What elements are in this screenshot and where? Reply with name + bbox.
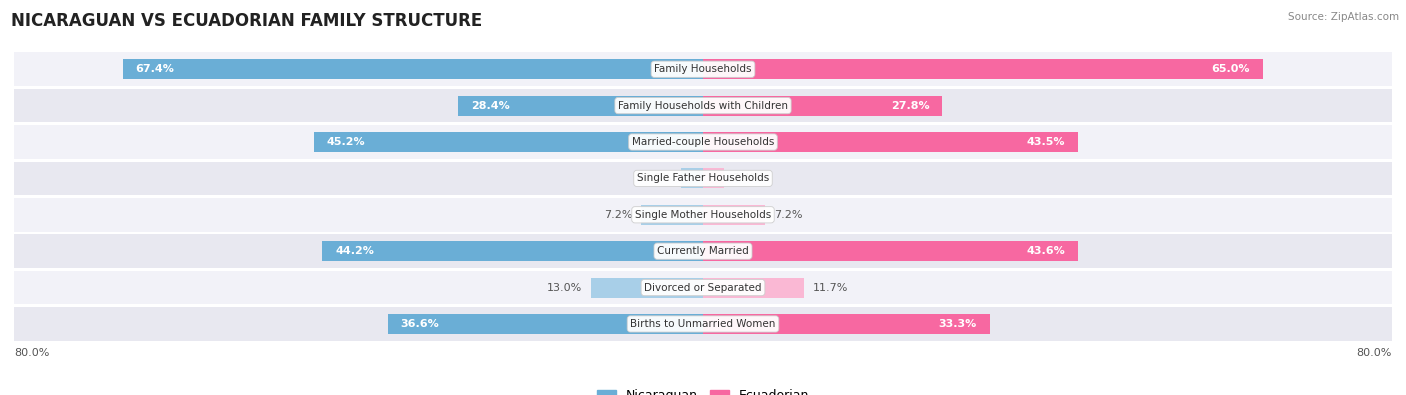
Text: Source: ZipAtlas.com: Source: ZipAtlas.com [1288,12,1399,22]
Bar [14,53,1392,86]
Bar [14,89,1392,122]
Bar [681,168,703,188]
Text: Currently Married: Currently Married [657,246,749,256]
Text: 11.7%: 11.7% [813,282,848,293]
Bar [122,59,703,79]
Bar [703,241,1078,261]
Bar [591,278,703,297]
Bar [14,307,1392,340]
Text: 36.6%: 36.6% [401,319,440,329]
Legend: Nicaraguan, Ecuadorian: Nicaraguan, Ecuadorian [592,384,814,395]
Bar [703,168,724,188]
Text: 80.0%: 80.0% [1357,348,1392,357]
Text: Family Households: Family Households [654,64,752,74]
Bar [703,314,990,334]
Bar [14,125,1392,159]
Text: Single Mother Households: Single Mother Households [636,210,770,220]
Text: 7.2%: 7.2% [773,210,801,220]
Bar [388,314,703,334]
Text: Single Father Households: Single Father Households [637,173,769,183]
Text: NICARAGUAN VS ECUADORIAN FAMILY STRUCTURE: NICARAGUAN VS ECUADORIAN FAMILY STRUCTUR… [11,12,482,30]
Bar [14,198,1392,231]
Bar [14,162,1392,195]
Text: 2.6%: 2.6% [644,173,672,183]
Text: 28.4%: 28.4% [471,101,510,111]
Text: 2.4%: 2.4% [733,173,761,183]
Text: 43.5%: 43.5% [1026,137,1064,147]
Text: Births to Unmarried Women: Births to Unmarried Women [630,319,776,329]
Bar [703,205,765,225]
Bar [641,205,703,225]
Text: 7.2%: 7.2% [605,210,633,220]
Bar [703,132,1077,152]
Text: Divorced or Separated: Divorced or Separated [644,282,762,293]
Text: 45.2%: 45.2% [326,137,366,147]
Bar [322,241,703,261]
Bar [14,271,1392,304]
Bar [703,278,804,297]
Text: Married-couple Households: Married-couple Households [631,137,775,147]
Text: 27.8%: 27.8% [891,101,929,111]
Text: 67.4%: 67.4% [135,64,174,74]
Bar [703,96,942,116]
Text: 80.0%: 80.0% [14,348,49,357]
Bar [14,235,1392,268]
Text: 65.0%: 65.0% [1212,64,1250,74]
Text: Family Households with Children: Family Households with Children [619,101,787,111]
Bar [458,96,703,116]
Text: 33.3%: 33.3% [939,319,977,329]
Text: 44.2%: 44.2% [335,246,374,256]
Bar [314,132,703,152]
Text: 13.0%: 13.0% [547,282,582,293]
Text: 43.6%: 43.6% [1026,246,1066,256]
Bar [703,59,1263,79]
